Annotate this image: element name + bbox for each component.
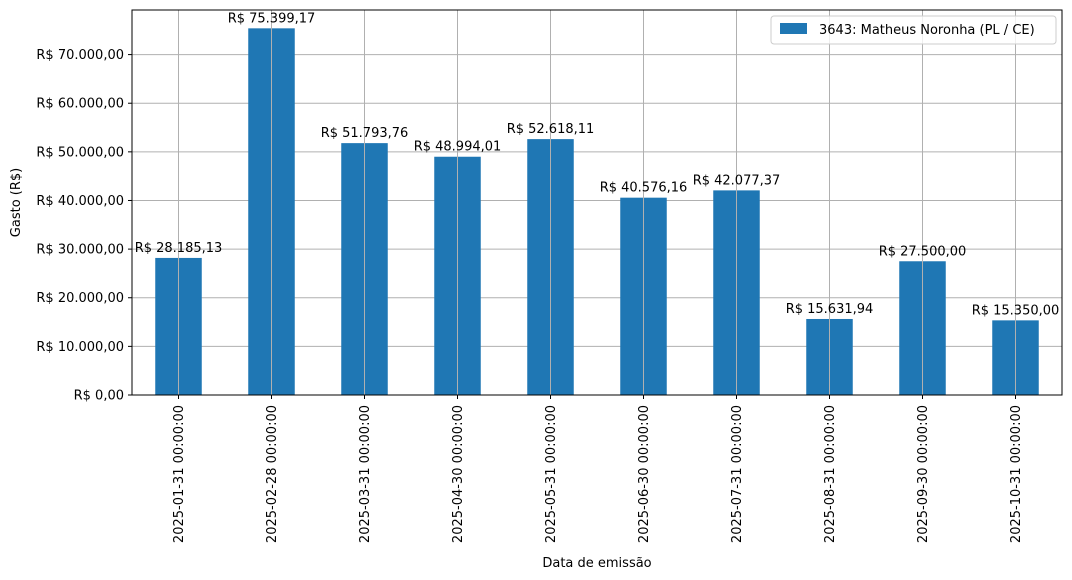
y-tick-label: R$ 20.000,00 bbox=[36, 291, 124, 306]
y-axis-label: Gasto (R$) bbox=[9, 168, 24, 237]
bar-value-label: R$ 48.994,01 bbox=[414, 140, 502, 155]
y-axis-ticks: R$ 0,00 R$ 10.000,00 R$ 20.000,00 R$ 30.000… bbox=[36, 48, 132, 404]
x-tick-label: 2025-09-30 00:00:00 bbox=[916, 405, 931, 543]
bar-value-label: R$ 15.350,00 bbox=[972, 303, 1060, 318]
x-tick-label: 2025-06-30 00:00:00 bbox=[637, 405, 652, 543]
x-tick-label: 2025-04-30 00:00:00 bbox=[451, 405, 466, 543]
legend-label: 3643: Matheus Noronha (PL / CE) bbox=[819, 23, 1035, 38]
bar-value-label: R$ 27.500,00 bbox=[879, 244, 967, 259]
y-tick-label: R$ 60.000,00 bbox=[36, 97, 124, 112]
x-tick-label: 2025-10-31 00:00:00 bbox=[1009, 405, 1024, 543]
x-tick-label: 2025-01-31 00:00:00 bbox=[172, 405, 187, 543]
bar-value-label: R$ 15.631,94 bbox=[786, 302, 874, 317]
bar-value-label: R$ 51.793,76 bbox=[321, 126, 409, 141]
bar-value-label: R$ 42.077,37 bbox=[693, 173, 781, 188]
x-tick-label: 2025-03-31 00:00:00 bbox=[358, 405, 373, 543]
x-tick-label: 2025-08-31 00:00:00 bbox=[823, 405, 838, 543]
x-axis-ticks: 2025-01-31 00:00:00 2025-02-28 00:00:00 20… bbox=[172, 395, 1024, 543]
x-tick-label: 2025-07-31 00:00:00 bbox=[730, 405, 745, 543]
bar-value-label: R$ 40.576,16 bbox=[600, 181, 688, 196]
bar-value-label: R$ 28.185,13 bbox=[135, 241, 223, 256]
plot-area-frame bbox=[131, 9, 1063, 396]
y-tick-label: R$ 50.000,00 bbox=[36, 145, 124, 160]
y-tick-label: R$ 30.000,00 bbox=[36, 243, 124, 258]
y-tick-label: R$ 10.000,00 bbox=[36, 340, 124, 355]
bars bbox=[155, 28, 1039, 395]
x-tick-label: 2025-05-31 00:00:00 bbox=[544, 405, 559, 543]
legend: 3643: Matheus Noronha (PL / CE) bbox=[770, 15, 1057, 45]
x-tick-label: 2025-02-28 00:00:00 bbox=[265, 405, 280, 543]
bar-value-label: R$ 52.618,11 bbox=[507, 122, 595, 137]
y-tick-label: R$ 70.000,00 bbox=[36, 48, 124, 63]
legend-swatch bbox=[780, 23, 807, 34]
legend-box bbox=[770, 15, 1057, 45]
x-axis-label: Data de emissão bbox=[542, 556, 651, 571]
y-tick-label: R$ 0,00 bbox=[74, 389, 124, 404]
y-tick-label: R$ 40.000,00 bbox=[36, 194, 124, 209]
bar-value-labels: R$ 28.185,13 R$ 75.399,17 R$ 51.793,76 R$ 4… bbox=[135, 11, 1060, 318]
bar-value-label: R$ 75.399,17 bbox=[228, 11, 316, 26]
vertical-grid-lines bbox=[178, 10, 1016, 395]
